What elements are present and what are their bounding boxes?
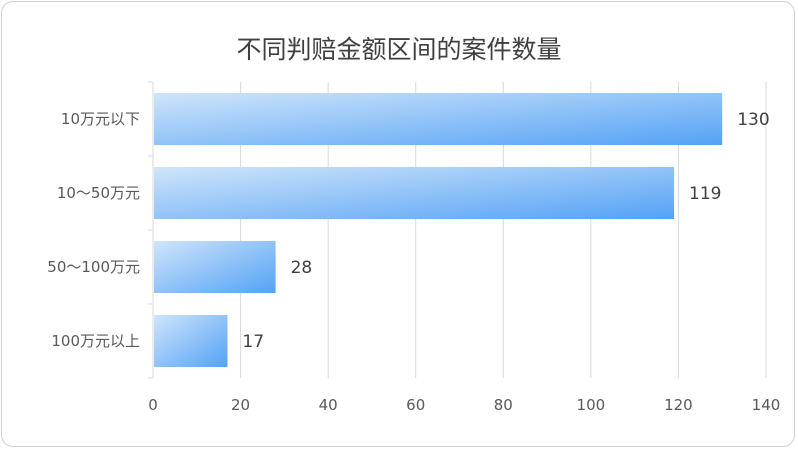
data-label: 130 bbox=[737, 110, 769, 130]
x-tick-label: 100 bbox=[577, 396, 606, 414]
x-tick-label: 0 bbox=[148, 396, 158, 414]
x-tick-label: 40 bbox=[319, 396, 338, 414]
bar bbox=[154, 167, 675, 219]
chart-title: 不同判赔金额区间的案件数量 bbox=[236, 35, 562, 64]
x-tick-label: 80 bbox=[494, 396, 513, 414]
y-tick-label: 10万元以下 bbox=[61, 110, 140, 128]
bar bbox=[154, 93, 723, 145]
x-tick-label: 120 bbox=[664, 396, 693, 414]
y-tick-label: 100万元以上 bbox=[51, 332, 140, 350]
y-tick-label: 50～100万元 bbox=[47, 258, 140, 276]
x-tick-label: 140 bbox=[752, 396, 781, 414]
data-label: 17 bbox=[242, 332, 264, 352]
labels: 0 20 40 60 80 100 120 140 10万元以下 130 10～50万元 119 50～… bbox=[47, 110, 780, 414]
x-tick-label: 20 bbox=[231, 396, 250, 414]
axes bbox=[148, 81, 154, 379]
bars bbox=[154, 93, 723, 367]
y-tick-label: 10～50万元 bbox=[57, 184, 140, 202]
data-label: 119 bbox=[689, 184, 721, 204]
bar bbox=[154, 315, 228, 367]
x-tick-label: 60 bbox=[406, 396, 425, 414]
data-label: 28 bbox=[291, 258, 313, 278]
bar bbox=[154, 241, 276, 293]
